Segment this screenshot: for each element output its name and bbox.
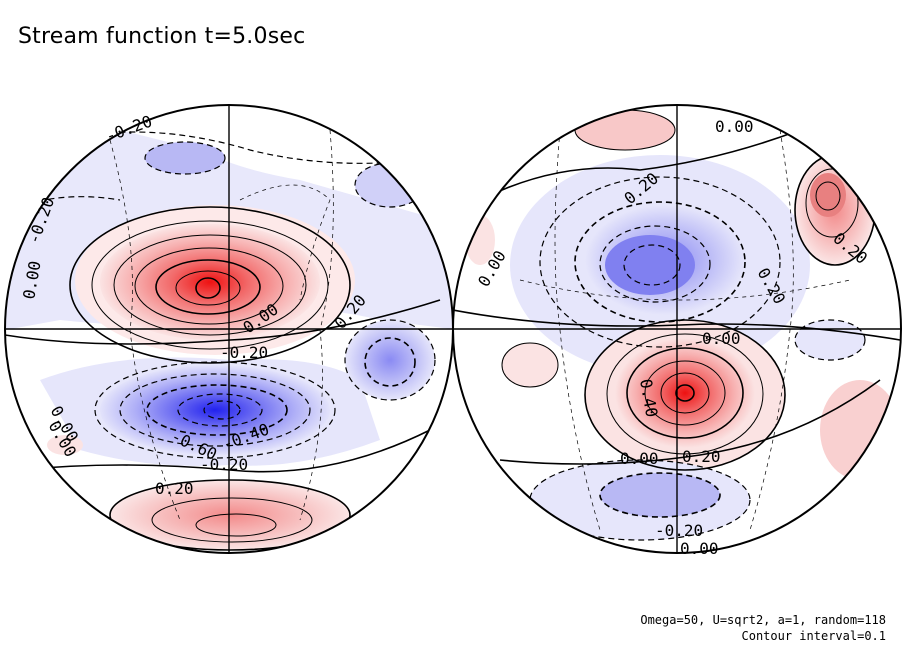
right-axes <box>453 105 901 553</box>
contour-label: 0.20 <box>155 479 194 498</box>
chart-title: Stream function t=5.0sec <box>18 24 306 49</box>
left-axes <box>5 105 453 553</box>
contour-label: 0.20 <box>682 447 721 466</box>
contour-label: -0.20 <box>220 343 268 362</box>
right-hemisphere: 0.000.200.200.00 0.200.000.400.00 0.20-0.2… <box>452 104 902 558</box>
parameter-note: Omega=50, U=sqrt2, a=1, random=118 Conto… <box>640 612 886 644</box>
contour-label: 0.00 <box>620 449 659 468</box>
contour-interval-note: Contour interval=0.1 <box>741 629 887 643</box>
right-contours <box>453 109 901 541</box>
contour-label: 0.00 <box>715 117 754 136</box>
contour-label: 0.00 <box>680 539 719 558</box>
parameter-line: Omega=50, U=sqrt2, a=1, random=118 <box>640 613 886 627</box>
contour-label: -0.20 <box>655 521 703 540</box>
right-hemisphere-boundary <box>452 104 902 554</box>
contour-label: -0.20 <box>200 455 248 474</box>
left-hemisphere: -0.20-0.200.000.00 0.20-0.200.00 -0.60 -0.4… <box>4 104 454 554</box>
contour-label: 0.00 <box>702 329 741 348</box>
